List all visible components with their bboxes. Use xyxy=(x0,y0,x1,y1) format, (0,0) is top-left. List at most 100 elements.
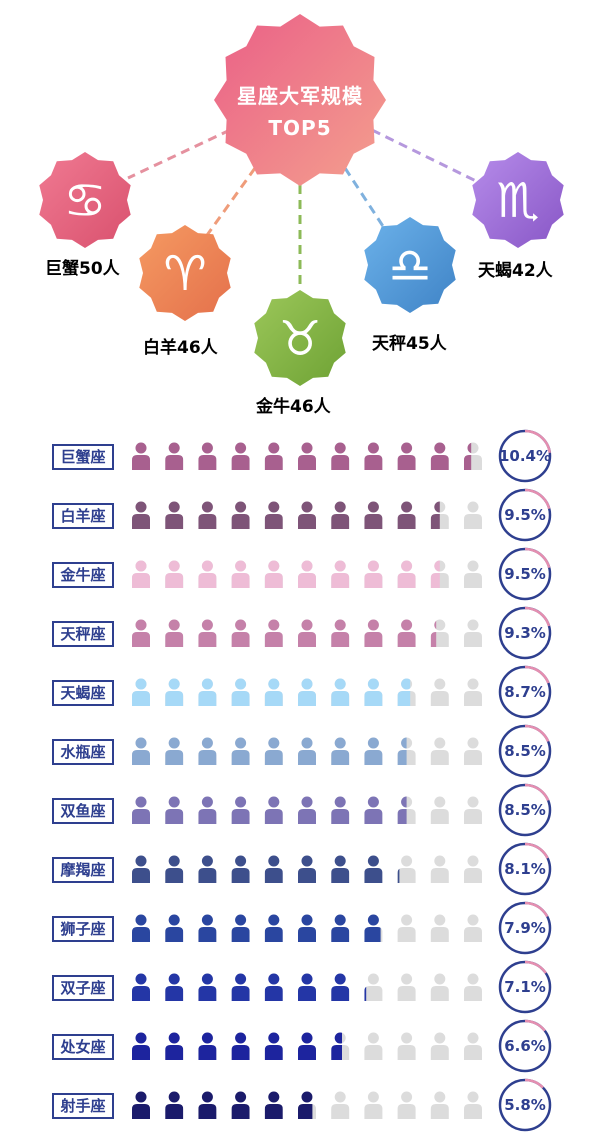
row-label: 巨蟹座 xyxy=(52,444,114,470)
value-label: 8.5% xyxy=(504,801,546,819)
person-icon xyxy=(430,914,449,942)
chart-row: 天秤座 9.3% xyxy=(0,606,600,660)
row-label: 白羊座 xyxy=(52,503,114,529)
person-icons xyxy=(132,442,482,470)
percent-badge xyxy=(498,1019,552,1073)
connector-scorpio xyxy=(371,128,479,184)
taurus-icon: ♉︎ xyxy=(278,311,321,367)
value-label: 8.7% xyxy=(504,683,546,701)
person-icon xyxy=(397,678,416,706)
row-label: 双鱼座 xyxy=(52,798,114,824)
row-label: 射手座 xyxy=(52,1093,114,1119)
person-icon xyxy=(264,796,283,824)
person-icon xyxy=(165,737,184,765)
person-icon xyxy=(231,501,250,529)
person-icon xyxy=(264,678,283,706)
person-icon xyxy=(364,855,383,883)
person-icon xyxy=(464,973,482,1001)
person-icon xyxy=(298,973,316,1001)
person-icon xyxy=(264,737,283,765)
person-icon xyxy=(231,914,250,942)
person-icon xyxy=(132,796,150,824)
person-icon xyxy=(364,737,383,765)
person-icon xyxy=(264,501,283,529)
person-icons xyxy=(132,737,482,765)
person-icon xyxy=(165,442,184,470)
row-label: 天秤座 xyxy=(52,621,114,647)
value-label: 9.5% xyxy=(504,506,546,524)
person-icon xyxy=(397,1032,416,1060)
person-icon xyxy=(231,737,250,765)
person-icons xyxy=(132,619,482,647)
person-icon xyxy=(464,737,482,765)
chart-row: 射手座 5.8% xyxy=(0,1078,600,1132)
person-icons xyxy=(132,678,482,706)
person-icon xyxy=(264,1032,283,1060)
label-aries: 白羊46人 xyxy=(143,338,218,358)
person-icon xyxy=(165,973,184,1001)
person-icon xyxy=(132,1091,150,1119)
cancer-badge: ♋︎ xyxy=(39,152,131,248)
percent-badge xyxy=(498,429,552,483)
percent-badge xyxy=(498,547,552,601)
person-icon xyxy=(397,796,416,824)
aries-icon: ♈︎ xyxy=(163,246,206,302)
person-icon xyxy=(198,973,217,1001)
person-icon xyxy=(430,737,449,765)
person-icon xyxy=(464,855,482,883)
row-label: 双子座 xyxy=(52,975,114,1001)
person-icon xyxy=(331,796,350,824)
person-icon xyxy=(198,855,217,883)
person-icon xyxy=(430,501,449,529)
person-icon xyxy=(364,1032,383,1060)
person-icon xyxy=(198,914,217,942)
person-icon xyxy=(298,796,316,824)
person-icon xyxy=(231,1032,250,1060)
person-icon xyxy=(231,973,250,1001)
person-icon xyxy=(264,560,283,588)
person-icon xyxy=(165,1032,184,1060)
person-icon xyxy=(298,737,316,765)
person-icon xyxy=(231,796,250,824)
person-icons xyxy=(132,855,482,883)
percent-badge xyxy=(498,1078,552,1132)
row-label: 处女座 xyxy=(52,1034,114,1060)
person-icon xyxy=(198,560,217,588)
chart-row: 摩羯座 8.1% xyxy=(0,842,600,896)
person-icon xyxy=(397,973,416,1001)
person-icon xyxy=(264,619,283,647)
label-libra: 天秤45人 xyxy=(372,334,447,354)
value-label: 7.9% xyxy=(504,919,546,937)
taurus-badge: ♉︎ xyxy=(254,290,346,386)
person-icon xyxy=(364,1091,383,1119)
percent-badge xyxy=(498,665,552,719)
person-icon xyxy=(464,678,482,706)
person-icons xyxy=(132,973,482,1001)
aries-badge: ♈︎ xyxy=(139,225,231,321)
person-icon xyxy=(264,973,283,1001)
person-icon xyxy=(430,973,449,1001)
person-icons xyxy=(132,501,482,529)
center-title-line2: TOP5 xyxy=(268,116,332,140)
person-icon xyxy=(364,619,383,647)
person-icon xyxy=(264,442,283,470)
person-icon xyxy=(165,1091,184,1119)
value-label: 7.1% xyxy=(504,978,546,996)
person-icon xyxy=(430,855,449,883)
person-icon xyxy=(364,796,383,824)
person-icon xyxy=(464,1032,482,1060)
person-icon xyxy=(364,678,383,706)
person-icon xyxy=(264,1091,283,1119)
chart-row: 白羊座 9.5% xyxy=(0,488,600,542)
top5-graphic: ♋︎ ♈︎ ♉︎ ♎︎ ♏︎ xyxy=(39,14,564,386)
top5-diagram: ♋︎ ♈︎ ♉︎ ♎︎ ♏︎ 星座大军规模 TOP5 巨蟹50人 白羊46人 金牛46人… xyxy=(0,0,600,430)
value-label: 8.5% xyxy=(504,742,546,760)
person-icon xyxy=(397,501,416,529)
person-icon xyxy=(430,619,449,647)
percent-badge xyxy=(498,488,552,542)
person-icons xyxy=(132,914,482,942)
person-icon xyxy=(331,1032,350,1060)
person-icon xyxy=(397,737,416,765)
libra-icon: ♎︎ xyxy=(388,238,431,294)
percent-badge xyxy=(498,606,552,660)
